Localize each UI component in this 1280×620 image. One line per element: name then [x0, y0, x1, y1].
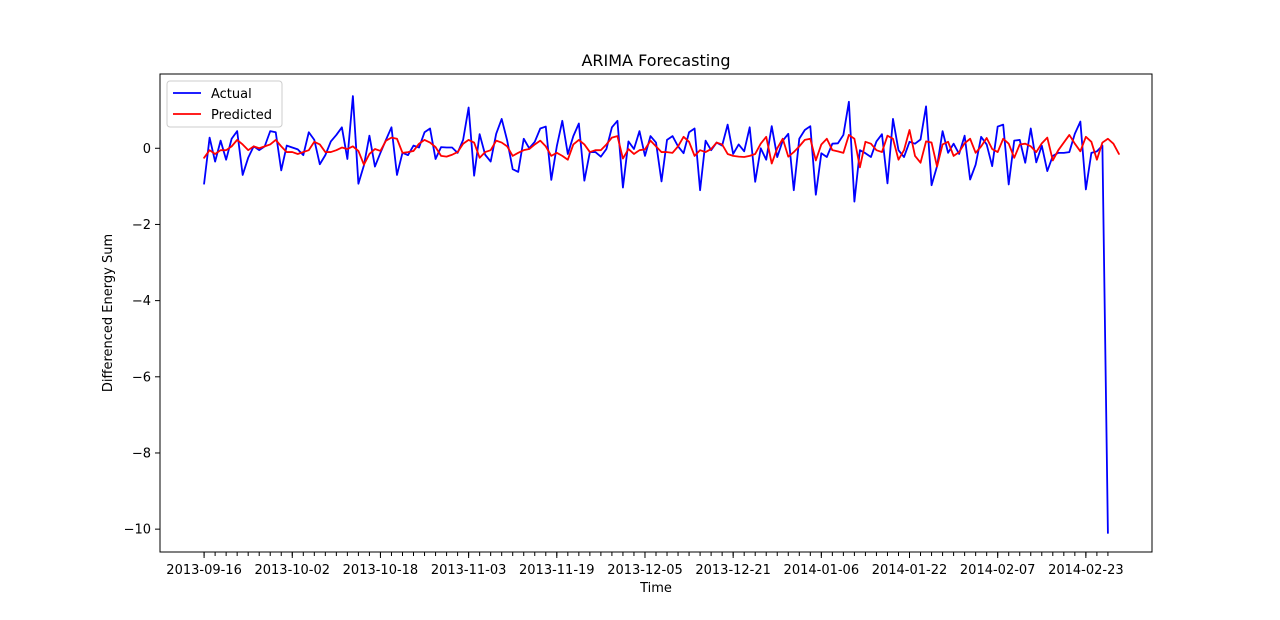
y-tick-label: −2: [132, 218, 151, 233]
legend-label-predicted: Predicted: [211, 108, 272, 123]
chart-title: ARIMA Forecasting: [581, 51, 730, 70]
y-tick-label: −6: [132, 370, 151, 385]
x-tick-label: 2014-01-06: [784, 563, 860, 578]
y-tick-label: −8: [132, 446, 151, 461]
y-tick-label: −4: [132, 294, 151, 309]
x-tick-label: 2013-10-18: [343, 563, 419, 578]
legend: Actual Predicted: [166, 80, 283, 128]
x-tick-label: 2013-12-21: [695, 563, 771, 578]
series-line-predicted: [203, 129, 1120, 169]
legend-label-actual: Actual: [211, 87, 252, 102]
x-axis: 2013-09-16 2013-10-02 2013-10-18 2013-11-03…: [166, 552, 1124, 578]
x-tick-label: 2013-12-05: [607, 563, 683, 578]
y-axis-label: Differenced Energy Sum: [101, 234, 116, 392]
x-axis-label: Time: [639, 581, 672, 596]
series-layer: [203, 95, 1120, 534]
x-tick-label: 2014-01-22: [872, 563, 948, 578]
x-tick-label: 2013-10-02: [254, 563, 330, 578]
x-tick-label: 2013-11-03: [431, 563, 507, 578]
x-tick-label: 2013-09-16: [166, 563, 242, 578]
y-tick-label: 0: [143, 142, 151, 157]
y-tick-label: −10: [124, 523, 151, 538]
x-tick-label: 2014-02-23: [1048, 563, 1124, 578]
y-axis: 0 −2 −4 −6 −8 −10: [124, 142, 160, 538]
x-tick-label: 2013-11-19: [519, 563, 595, 578]
x-tick-label: 2014-02-07: [960, 563, 1036, 578]
series-line-actual: [203, 95, 1109, 534]
